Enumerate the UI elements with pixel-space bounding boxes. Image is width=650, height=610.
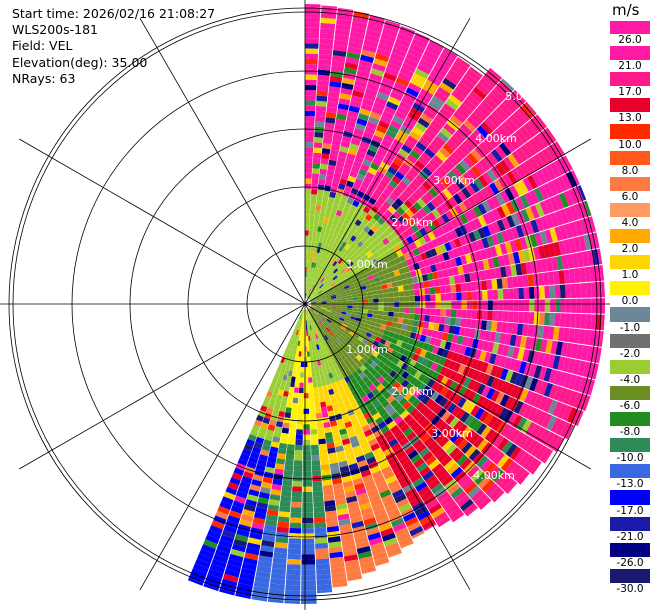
range-label: 2.00km <box>391 216 433 229</box>
start-time-label: Start time: 2026/02/16 21:08:27 <box>12 6 216 21</box>
colorbar-tick-label: -21.0 <box>610 530 650 543</box>
colorbar-tick-label: 17.0 <box>610 86 650 99</box>
colorbar-segment <box>610 21 650 36</box>
field-label: Field: VEL <box>12 38 73 54</box>
colorbar-tick-label: 10.0 <box>610 138 650 151</box>
colorbar-tick-label: -13.0 <box>610 478 650 491</box>
colorbar-unit: m/s <box>612 1 640 19</box>
velocity-data <box>187 4 605 604</box>
range-label: 4.00km <box>473 469 515 482</box>
azimuth-spoke <box>19 138 306 305</box>
nrays-label: NRays: 63 <box>12 70 76 86</box>
colorbar: 26.0 21.0 17.0 13.0 10.0 8.0 6.0 4.0 2.0 1.0 0.0 -1… <box>610 21 650 596</box>
colorbar-tick-label: -2.0 <box>610 347 650 360</box>
radar-ppi-plot: 1.00km 1.00km 2.00km 2.00km 3.00km 3.00km 4.00… <box>0 0 610 610</box>
colorbar-tick-label: -17.0 <box>610 504 650 517</box>
colorbar-tick-label: 13.0 <box>610 112 650 125</box>
colorbar-tick-label: 2.0 <box>610 243 650 256</box>
azimuth-spokes <box>0 0 610 610</box>
colorbar-tick-label: -4.0 <box>610 373 650 386</box>
azimuth-spoke <box>304 303 471 590</box>
azimuth-spoke <box>139 303 306 590</box>
colorbar-tick-label: -6.0 <box>610 399 650 412</box>
colorbar-tick-label: 4.0 <box>610 217 650 230</box>
colorbar-tick-label: 26.0 <box>610 34 650 47</box>
range-label: 5.00km <box>505 90 547 103</box>
colorbar-tick-label: 0.0 <box>610 295 650 308</box>
colorbar-tick-label: -30.0 <box>610 582 650 595</box>
azimuth-spoke <box>304 303 591 470</box>
range-label: 2.00km <box>391 385 433 398</box>
range-label: 3.00km <box>433 174 475 187</box>
azimuth-spoke <box>304 18 471 305</box>
range-label: 1.00km <box>346 343 388 356</box>
azimuth-spoke <box>19 303 306 470</box>
colorbar-tick-label: -1.0 <box>610 321 650 334</box>
colorbar-tick-label: -26.0 <box>610 556 650 569</box>
colorbar-tick-label: -8.0 <box>610 426 650 439</box>
scan-info: Start time: 2026/02/16 21:08:27 WLS200s-… <box>12 6 215 87</box>
colorbar-tick-label: -10.0 <box>610 452 650 465</box>
range-label: 3.00km <box>431 427 473 440</box>
azimuth-spoke <box>304 138 591 305</box>
azimuth-spoke <box>139 18 306 305</box>
colorbar-tick-label: 6.0 <box>610 190 650 203</box>
colorbar-tick-label: 8.0 <box>610 164 650 177</box>
colorbar-tick-label: 21.0 <box>610 60 650 73</box>
range-label: 4.00km <box>475 132 517 145</box>
instrument-label: WLS200s-181 <box>12 22 98 38</box>
elevation-label: Elevation(deg): 35.00 <box>12 54 148 70</box>
colorbar-tick-label: 1.0 <box>610 269 650 282</box>
range-label: 1.00km <box>346 258 388 271</box>
